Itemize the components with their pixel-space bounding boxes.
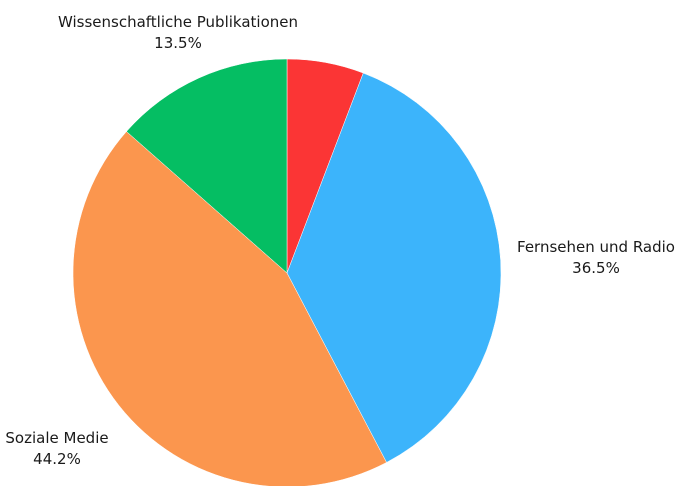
pie-slices [72,58,502,488]
pie-slice-fernsehen-und-radio [286,72,502,463]
slice-percent-fernsehen-und-radio: 36.5% [572,259,620,277]
slice-label-fernsehen-und-radio: Fernsehen und Radio [517,238,675,256]
slice-label-wissenschaftliche-publikationen: Wissenschaftliche Publikationen [58,13,298,31]
slice-percent-soziale-medie: 44.2% [33,450,81,468]
slice-label-soziale-medie: Soziale Medie [5,429,108,447]
slice-percent-wissenschaftliche-publikationen: 13.5% [154,34,202,52]
pie-slice-wissenschaftliche-publikationen [126,58,288,274]
pie-labels: Fernsehen und Radio 36.5% Soziale Medie 44.… [5,13,675,468]
